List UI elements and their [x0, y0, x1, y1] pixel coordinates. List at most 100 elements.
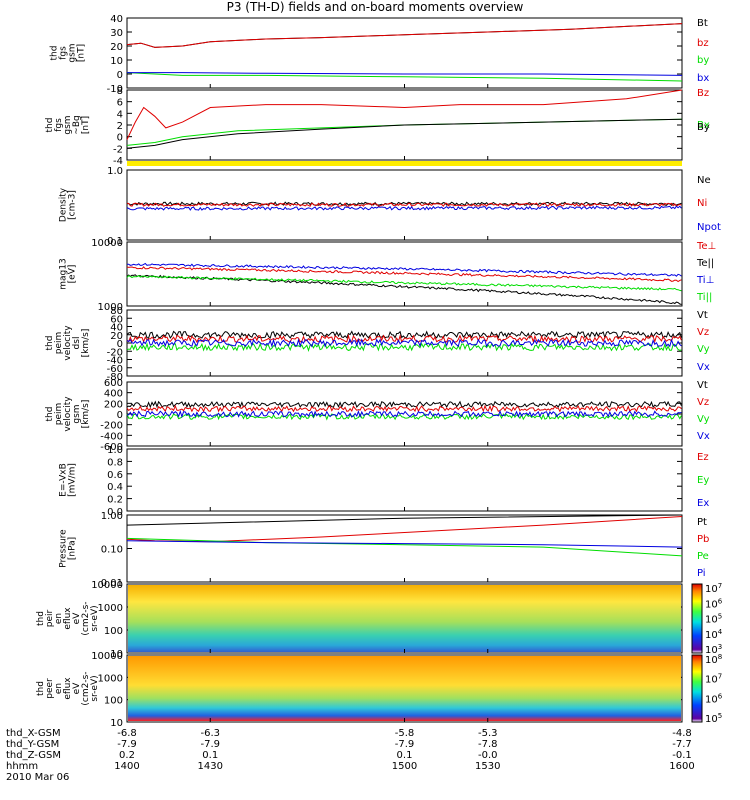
- legend-label: by: [697, 55, 709, 66]
- y-tick-label: 0: [117, 339, 123, 350]
- colorbar-tick-label: 105: [705, 613, 722, 626]
- y-axis-label: E=-VxB: [59, 463, 69, 497]
- y-tick-label: -80: [107, 372, 123, 383]
- y-tick-label: -10: [107, 84, 123, 95]
- y-axis-label: en: [54, 683, 64, 694]
- legend-label: Pe: [697, 551, 709, 562]
- colorbar-tick-label: 104: [705, 628, 723, 641]
- y-tick-label: 0: [117, 133, 123, 144]
- y-axis-label: ~Bg: [72, 115, 82, 134]
- y-tick-label: 10000: [91, 580, 123, 591]
- series-line-Vt: [126, 400, 682, 409]
- orbit-value: -4.8: [672, 728, 692, 739]
- series-line-Npot: [126, 205, 682, 211]
- panel-frame: [126, 17, 683, 89]
- legend-label: Bx: [697, 120, 710, 131]
- y-tick-label: 200: [104, 399, 123, 410]
- y-axis-label: gsm: [68, 43, 78, 62]
- colorbar-tick-label: 106: [705, 597, 723, 610]
- y-axis-label: (cm2-s-: [81, 671, 91, 705]
- series-line-Bx: [126, 118, 683, 146]
- y-axis-label: gsm: [63, 115, 73, 134]
- orbit-value: 0.2: [119, 750, 135, 761]
- y-axis-label: sr-eV): [90, 675, 100, 701]
- legend-label: Vt: [697, 380, 708, 391]
- yellow-bar: [127, 161, 682, 166]
- y-axis-label: velocity: [63, 325, 73, 361]
- y-axis-label: thd: [36, 681, 46, 696]
- panel-frame: [126, 381, 683, 447]
- legend-label: Vy: [697, 414, 710, 425]
- series-line-Vy: [126, 342, 682, 353]
- orbit-value: 1430: [198, 761, 223, 772]
- y-axis-label: fgs: [59, 46, 69, 60]
- y-axis-label: sr-eV): [90, 605, 100, 631]
- y-axis-label: fgs: [54, 118, 64, 132]
- y-axis-label: [eV]: [68, 265, 78, 284]
- legend-label: Te||: [696, 258, 714, 269]
- y-tick-label: 40: [110, 14, 123, 25]
- y-axis-label: thd: [45, 336, 55, 351]
- series-line-Ti: [126, 274, 682, 292]
- series-line-Bz: [126, 89, 683, 140]
- legend-label: Ex: [697, 498, 709, 509]
- legend-label: Npot: [697, 222, 721, 233]
- legend-label: Pb: [697, 534, 709, 545]
- y-axis-label: gsm: [72, 404, 82, 423]
- y-tick-label: 10000: [91, 651, 123, 662]
- series-line-Pb: [126, 516, 683, 543]
- legend-label: bx: [697, 73, 709, 84]
- y-tick-label: 1.0: [107, 445, 123, 456]
- orbit-value: -5.3: [478, 728, 498, 739]
- series-line-Vx: [126, 409, 682, 419]
- legend-label: bz: [697, 38, 709, 49]
- series-line-Vz: [126, 404, 682, 413]
- y-tick-label: -200: [100, 421, 123, 432]
- legend-label: By: [697, 122, 710, 133]
- orbit-row-label: 2010 Mar 06: [6, 772, 69, 783]
- orbit-value: -7.7: [672, 739, 692, 750]
- y-tick-label: 10000: [91, 238, 123, 249]
- orbit-value: -0.0: [478, 750, 498, 761]
- y-tick-label: 40: [110, 323, 123, 334]
- y-tick-label: 0.1: [107, 236, 123, 247]
- orbit-row-label: thd_Z-GSM: [6, 750, 61, 761]
- y-tick-label: 0.6: [107, 470, 123, 481]
- colorbar: [691, 654, 703, 723]
- y-axis-label: Pressure: [59, 529, 69, 568]
- series-line-Vy: [126, 412, 682, 421]
- y-tick-label: 1.0: [107, 166, 123, 177]
- y-tick-label: 10: [110, 56, 123, 67]
- y-axis-label: Density: [59, 187, 69, 222]
- y-axis-label: [nT]: [77, 44, 87, 62]
- y-tick-label: 0.2: [107, 495, 123, 506]
- y-axis-label: eV: [72, 612, 82, 625]
- y-tick-label: -400: [100, 431, 123, 442]
- y-tick-label: 600: [104, 378, 123, 389]
- y-tick-label: 0.8: [107, 457, 123, 468]
- y-axis-label: dsl: [72, 337, 82, 350]
- y-tick-label: 1.00: [101, 511, 123, 522]
- legend-label: Vz: [697, 327, 709, 338]
- legend-label: Ti||: [696, 292, 712, 303]
- y-axis-label: thd: [36, 611, 46, 626]
- y-axis-label: mag13: [59, 258, 69, 289]
- orbit-row-label: thd_X-GSM: [6, 728, 61, 739]
- chart-title: P3 (TH-D) fields and on-board moments ov…: [226, 0, 524, 14]
- orbit-value: -7.9: [117, 739, 137, 750]
- y-tick-label: 1000: [98, 603, 123, 614]
- series-line-Vx: [126, 338, 682, 348]
- panel-frame: [126, 448, 683, 512]
- y-axis-label: eflux: [63, 607, 73, 630]
- legend-label: Pt: [697, 517, 707, 528]
- panel-frame: [126, 241, 683, 307]
- orbit-value: 1500: [392, 761, 417, 772]
- series-line-By: [126, 118, 683, 149]
- y-tick-label: 0.4: [107, 482, 123, 493]
- panel-frame: [126, 309, 683, 377]
- y-tick-label: 80: [110, 306, 123, 317]
- y-tick-label: 60: [110, 314, 123, 325]
- orbit-value: -7.9: [200, 739, 220, 750]
- y-tick-label: 2: [117, 121, 123, 132]
- y-tick-label: -600: [100, 442, 123, 453]
